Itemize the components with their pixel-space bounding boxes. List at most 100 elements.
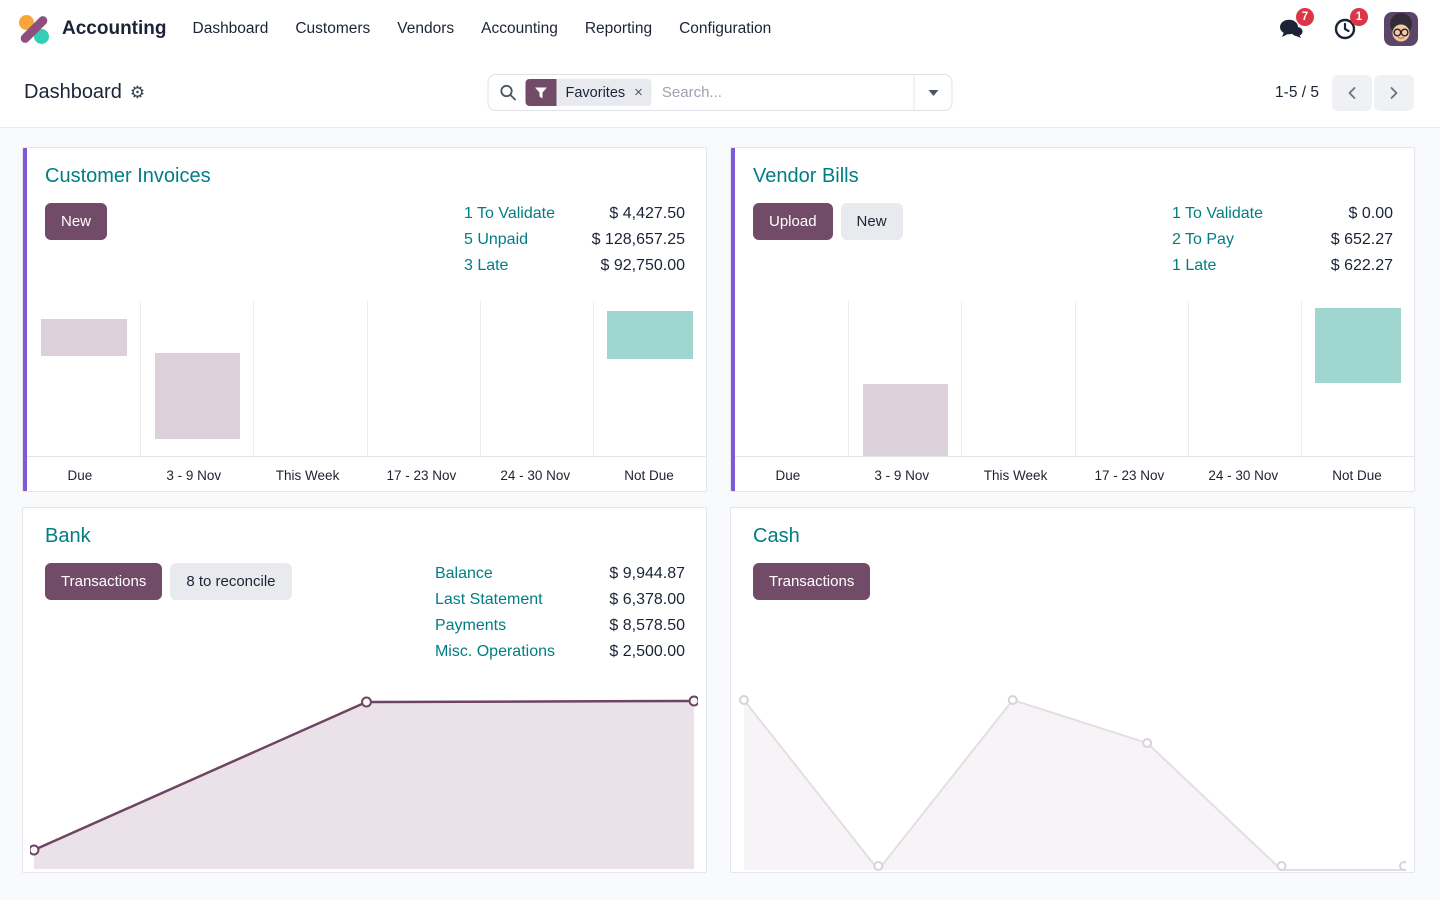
odoo-accounting-logo-icon[interactable] — [16, 11, 52, 47]
stat-label[interactable]: Last Statement — [434, 591, 543, 608]
app-name: Accounting — [62, 18, 167, 39]
axis-label: 3 - 9 Nov — [166, 467, 222, 483]
bar-column-6 — [1300, 301, 1414, 458]
stat-value: $ 128,657.25 — [591, 231, 685, 248]
stat-label[interactable]: 1 To Validate — [1171, 205, 1263, 222]
card-vendor-bills: Vendor Bills Upload New 1 To Validate $ 0… — [730, 147, 1415, 492]
chevron-left-icon — [1348, 86, 1356, 99]
bank-title[interactable]: Bank — [45, 525, 91, 547]
data-point-marker — [738, 695, 749, 705]
systray: 7 1 — [1276, 8, 1418, 46]
stat-value: $ 8,578.50 — [609, 617, 685, 634]
search-input[interactable] — [651, 84, 914, 101]
bar-column-6 — [592, 301, 706, 458]
customer-invoices-axis-labels: Due 3 - 9 Nov This Week 17 - 23 Nov 24 - 30 … — [23, 456, 706, 491]
stat-label[interactable]: Misc. Operations — [434, 643, 555, 660]
bar-column-1 — [736, 301, 848, 458]
dashboard-grid: Customer Invoices New 1 To Validate $ 4,4… — [0, 128, 1440, 900]
control-panel: Dashboard ⚙ Favorites × 1-5 / 5 — [0, 58, 1440, 128]
search-bar[interactable]: Favorites × — [487, 74, 953, 111]
new-invoice-button[interactable]: New — [45, 203, 108, 240]
nav-item-configuration[interactable]: Configuration — [679, 20, 772, 37]
stat-value: $ 652.27 — [1330, 231, 1393, 248]
logo-teal-dot — [34, 29, 49, 44]
facet-remove-icon[interactable]: × — [634, 84, 643, 101]
settings-gear-icon[interactable]: ⚙ — [129, 83, 146, 102]
vendor-bills-title[interactable]: Vendor Bills — [753, 165, 859, 187]
stat-label[interactable]: 2 To Pay — [1171, 231, 1234, 248]
data-point-marker — [1276, 861, 1287, 871]
bar-column-3 — [253, 301, 366, 458]
bar-column-2 — [848, 301, 961, 458]
chevron-down-icon — [928, 89, 938, 96]
bar-not-due — [1315, 308, 1401, 384]
card-cash: Cash Transactions — [730, 507, 1415, 873]
cash-transactions-button[interactable]: Transactions — [753, 563, 871, 600]
vendor-bills-axis-labels: Due 3 - 9 Nov This Week 17 - 23 Nov 24 - 30 … — [731, 456, 1414, 491]
app-brand[interactable]: Accounting — [16, 11, 167, 47]
nav-item-reporting[interactable]: Reporting — [584, 20, 653, 37]
stat-label[interactable]: 1 To Validate — [463, 205, 555, 222]
chevron-right-icon — [1390, 86, 1398, 99]
bank-reconcile-button[interactable]: 8 to reconcile — [170, 563, 292, 600]
data-point-marker — [1007, 695, 1018, 705]
new-bill-button[interactable]: New — [840, 203, 903, 240]
axis-label: This Week — [275, 467, 340, 483]
stat-label[interactable]: 1 Late — [1171, 257, 1217, 274]
bar-not-due — [607, 311, 693, 360]
main-menu: Dashboard Customers Vendors Accounting Repor… — [193, 20, 772, 38]
bar-column-1 — [28, 301, 140, 458]
nav-item-dashboard[interactable]: Dashboard — [192, 20, 269, 37]
pager-previous-button[interactable] — [1332, 74, 1372, 111]
activities-icon[interactable]: 1 — [1330, 8, 1368, 44]
axis-label: Not Due — [624, 467, 674, 483]
nav-item-accounting[interactable]: Accounting — [481, 20, 558, 37]
data-point-marker — [361, 696, 372, 708]
search-dropdown-toggle[interactable] — [913, 75, 952, 110]
customer-invoices-title[interactable]: Customer Invoices — [45, 165, 211, 187]
nav-item-customers[interactable]: Customers — [295, 20, 371, 37]
bar-column-5 — [1187, 301, 1301, 458]
data-point-marker — [1399, 861, 1406, 871]
pager-range[interactable]: 1-5 / 5 — [1275, 83, 1319, 101]
axis-label: Due — [775, 467, 801, 483]
stat-value: $ 6,378.00 — [609, 591, 685, 608]
stat-label[interactable]: Payments — [434, 617, 507, 634]
stat-label[interactable]: Balance — [434, 565, 493, 582]
vendor-bills-bar-chart — [736, 301, 1414, 458]
bar-column-5 — [479, 301, 593, 458]
favorites-facet: Favorites × — [525, 79, 652, 106]
avatar-image — [1384, 12, 1418, 46]
bank-stats: Balance $ 9,944.87 Last Statement $ 6,378.0… — [435, 563, 686, 663]
axis-label: 3 - 9 Nov — [874, 467, 930, 483]
nav-item-vendors[interactable]: Vendors — [397, 20, 455, 37]
cash-title[interactable]: Cash — [753, 525, 800, 547]
bar-column-4 — [1074, 301, 1188, 458]
upload-bill-button[interactable]: Upload — [753, 203, 833, 240]
stat-value: $ 4,427.50 — [609, 205, 685, 222]
bank-line-chart — [30, 681, 698, 871]
card-bank: Bank Transactions 8 to reconcile Balance… — [22, 507, 707, 873]
bar-column-2 — [140, 301, 253, 458]
data-point-marker — [1142, 738, 1153, 748]
stat-value: $ 92,750.00 — [600, 257, 685, 274]
bar-3---9-nov — [862, 384, 948, 458]
pager: 1-5 / 5 — [1275, 74, 1414, 111]
search-icon — [500, 84, 516, 101]
axis-label: 17 - 23 Nov — [386, 467, 457, 483]
area-chart-svg — [30, 695, 698, 869]
bar-column-4 — [366, 301, 480, 458]
customer-invoices-bar-chart — [28, 301, 706, 458]
user-avatar[interactable] — [1384, 12, 1418, 46]
cash-line-chart — [738, 681, 1406, 871]
pager-next-button[interactable] — [1374, 74, 1414, 111]
bank-transactions-button[interactable]: Transactions — [45, 563, 163, 600]
stat-label[interactable]: 5 Unpaid — [463, 231, 529, 248]
axis-label: 24 - 30 Nov — [500, 467, 571, 483]
page-title: Dashboard — [24, 81, 122, 103]
card-customer-invoices: Customer Invoices New 1 To Validate $ 4,4… — [22, 147, 707, 492]
messages-icon[interactable]: 7 — [1276, 8, 1314, 44]
stat-label[interactable]: 3 Late — [463, 257, 509, 274]
facet-label: Favorites — [565, 84, 626, 101]
chat-bubbles-icon — [1280, 19, 1303, 38]
